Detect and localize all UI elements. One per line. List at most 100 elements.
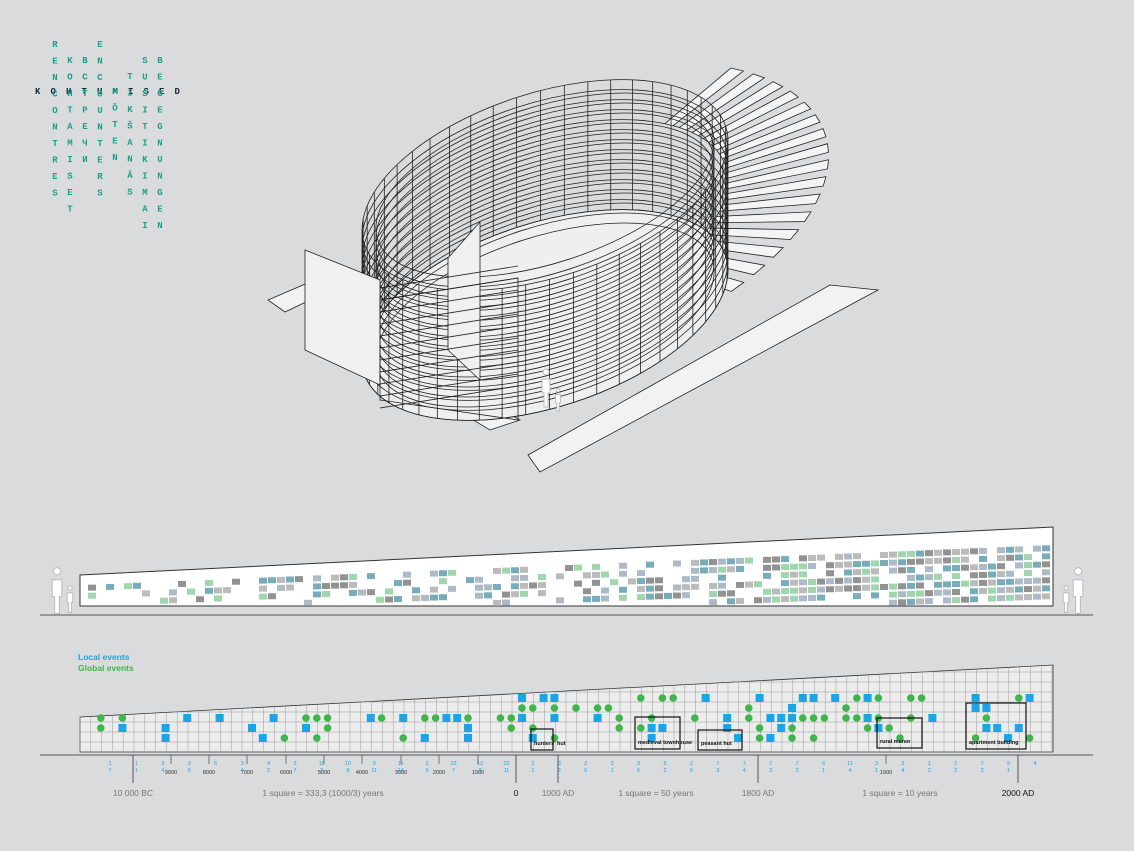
local-event xyxy=(647,724,656,732)
thumbnail xyxy=(538,574,546,581)
count-label: 7 xyxy=(769,761,772,767)
global-event xyxy=(431,714,440,722)
thumbnail xyxy=(826,578,834,585)
thumbnail xyxy=(358,589,366,596)
global-event xyxy=(907,694,915,702)
thumbnail xyxy=(871,592,879,599)
thumbnail xyxy=(718,590,726,597)
thumbnail xyxy=(934,557,942,564)
local-event xyxy=(593,714,602,722)
thumbnail xyxy=(1033,561,1041,568)
global-event xyxy=(593,704,602,712)
thumbnail xyxy=(601,587,609,594)
thumbnail xyxy=(835,561,843,568)
thumbnail xyxy=(988,587,996,594)
count-label: 4 xyxy=(241,768,244,774)
local-event xyxy=(453,714,462,722)
thumbnail xyxy=(592,595,600,602)
thumbnail xyxy=(106,583,114,590)
global-event xyxy=(615,714,623,722)
year-label: 8000 xyxy=(203,770,215,776)
thumbnail xyxy=(556,597,564,604)
thumbnail xyxy=(376,596,384,603)
count-label: 7 xyxy=(293,768,296,774)
thumbnail xyxy=(664,592,672,599)
year-label: 5000 xyxy=(318,770,330,776)
thumbnail xyxy=(943,597,951,604)
count-label: 6 xyxy=(663,761,666,767)
thumbnail xyxy=(493,567,501,574)
thumbnail xyxy=(1006,570,1014,577)
thumbnail xyxy=(259,593,267,600)
count-label: 11 xyxy=(847,761,853,767)
global-event xyxy=(464,714,472,722)
thumbnail xyxy=(763,588,771,595)
local-event xyxy=(215,714,224,722)
thumbnail xyxy=(1006,586,1014,593)
thumbnail xyxy=(907,566,915,573)
brick xyxy=(379,337,519,361)
thumbnail xyxy=(889,551,897,558)
local-event xyxy=(982,724,991,732)
thumbnail xyxy=(1015,586,1023,593)
local-event xyxy=(658,724,667,732)
local-event xyxy=(248,724,256,732)
thumbnail xyxy=(889,567,897,574)
brick xyxy=(379,373,519,397)
global-event xyxy=(572,704,580,712)
thumbnail xyxy=(790,579,798,586)
thumbnail xyxy=(781,572,789,579)
count-label: 4 xyxy=(901,768,904,774)
year-label: 1000 xyxy=(472,770,484,776)
global-event xyxy=(917,694,926,702)
thumbnail xyxy=(1006,594,1014,601)
title-vertical-word: TIKŠANĀS xyxy=(125,72,135,204)
year-label: 7000 xyxy=(241,770,253,776)
thumbnail xyxy=(808,554,816,561)
thumbnail xyxy=(637,578,645,585)
era-label: 1000 AD xyxy=(542,788,575,798)
thumbnail xyxy=(943,565,951,572)
thumbnail xyxy=(853,553,861,560)
thumbnail xyxy=(745,557,753,564)
count-label: 1 xyxy=(1007,768,1010,774)
thumbnail xyxy=(898,567,906,574)
thumbnail xyxy=(538,590,546,597)
thumbnail xyxy=(934,549,942,556)
thumbnail xyxy=(682,576,690,583)
brick-wall xyxy=(379,277,519,421)
thumbnail xyxy=(835,553,843,560)
count-label: 3 xyxy=(611,761,614,767)
global-event xyxy=(637,724,645,732)
count-label: 1 xyxy=(135,761,138,767)
count-label: 11 xyxy=(319,761,325,767)
global-event xyxy=(399,734,408,742)
thumbnail xyxy=(736,565,744,572)
thumbnail xyxy=(430,594,438,601)
thumbnail xyxy=(844,561,852,568)
global-event xyxy=(885,724,893,732)
thumbnail xyxy=(736,557,744,564)
thumbnail xyxy=(637,594,645,601)
fin xyxy=(727,143,829,179)
building-label: hunters' hut xyxy=(534,741,566,747)
thumbnail xyxy=(682,592,690,599)
thumbnail xyxy=(997,579,1005,586)
thumbnail xyxy=(475,576,483,583)
thumbnail xyxy=(952,581,960,588)
thumbnail xyxy=(781,596,789,603)
thumbnail xyxy=(313,591,321,598)
thumbnail xyxy=(763,564,771,571)
thumbnail xyxy=(907,574,915,581)
thumbnail xyxy=(511,575,519,582)
thumbnail xyxy=(439,570,447,577)
thumbnail xyxy=(943,549,951,556)
global-event xyxy=(118,714,127,722)
local-event xyxy=(863,694,872,702)
thumbnail xyxy=(754,581,762,588)
count-label: 7 xyxy=(716,761,719,767)
thumbnail xyxy=(790,587,798,594)
count-label: 2 xyxy=(954,761,957,767)
count-label: 3 xyxy=(161,761,164,767)
thumbnail xyxy=(1033,545,1041,552)
